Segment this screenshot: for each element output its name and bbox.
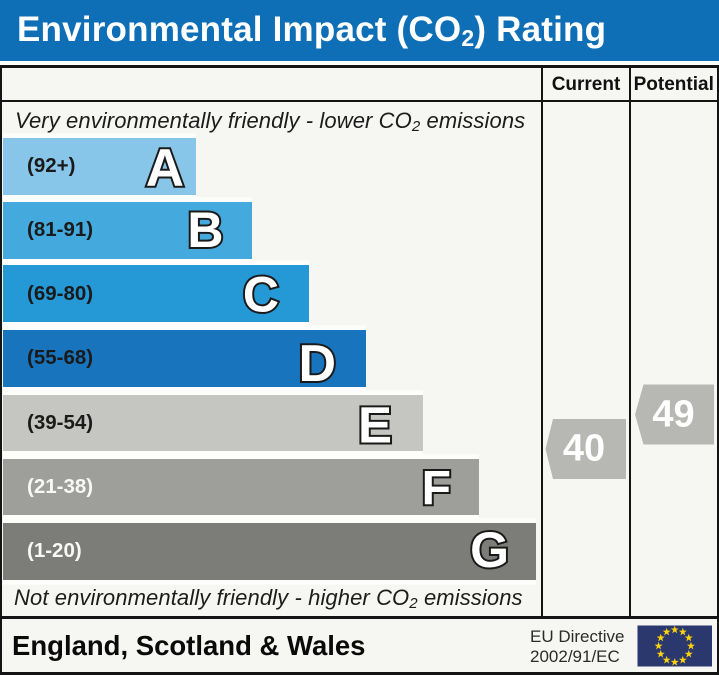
svg-text:A: A [146, 139, 184, 198]
svg-text:F: F [422, 462, 451, 515]
svg-text:E: E [358, 397, 392, 454]
svg-text:B: B [187, 202, 223, 258]
svg-text:40: 40 [563, 428, 605, 470]
svg-text:C: C [243, 267, 279, 323]
svg-text:G: G [470, 522, 509, 578]
svg-text:49: 49 [652, 394, 694, 436]
svg-text:D: D [298, 335, 336, 393]
